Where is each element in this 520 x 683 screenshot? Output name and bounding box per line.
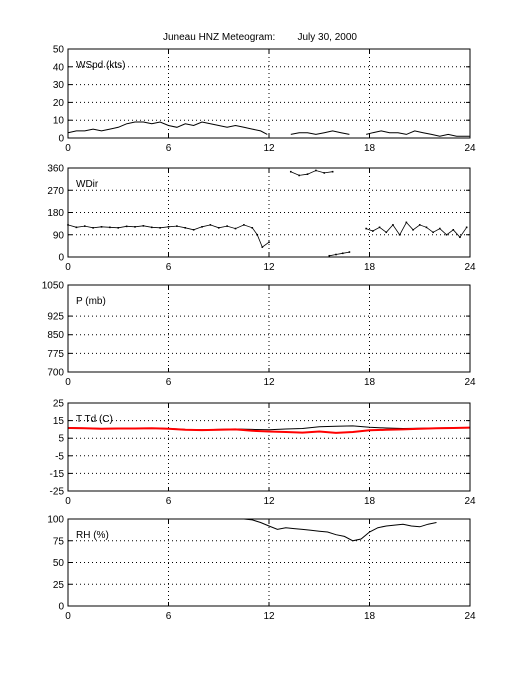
x-tick-label: 0 <box>65 262 71 273</box>
x-tick-label: 12 <box>263 611 275 622</box>
y-tick-label: 850 <box>47 330 64 341</box>
data-point <box>268 241 270 243</box>
x-tick-label: 24 <box>464 377 476 388</box>
x-tick-label: 18 <box>364 143 376 154</box>
y-tick-label: 90 <box>53 230 65 241</box>
x-tick-label: 12 <box>263 143 275 154</box>
x-tick-label: 18 <box>364 496 376 507</box>
figure-title: Juneau HNZ Meteogram: July 30, 2000 <box>163 32 357 43</box>
x-tick-label: 6 <box>166 262 172 273</box>
panel-label: P (mb) <box>76 296 106 307</box>
x-tick-label: 24 <box>464 496 476 507</box>
y-tick-label: 925 <box>47 312 64 323</box>
panel-label: RH (%) <box>76 530 109 541</box>
y-tick-label: -15 <box>50 469 65 480</box>
x-tick-label: 24 <box>464 143 476 154</box>
x-tick-label: 12 <box>263 262 275 273</box>
y-tick-label: 700 <box>47 368 64 379</box>
series-line <box>67 121 470 137</box>
y-tick-label: 180 <box>47 208 64 219</box>
y-tick-label: 0 <box>58 253 64 264</box>
panel-label: T Td (C) <box>76 414 113 425</box>
y-tick-label: 0 <box>58 602 64 613</box>
x-tick-label: 0 <box>65 377 71 388</box>
x-tick-label: 6 <box>166 377 172 388</box>
y-tick-label: 1050 <box>42 281 65 292</box>
x-tick-label: 6 <box>166 143 172 154</box>
data-point <box>348 251 351 253</box>
x-tick-label: 0 <box>65 143 71 154</box>
panel-label: WSpd (kts) <box>76 60 125 71</box>
x-tick-label: 18 <box>364 262 376 273</box>
x-tick-label: 18 <box>364 377 376 388</box>
y-tick-label: 50 <box>53 45 65 56</box>
y-tick-label: 360 <box>47 164 64 175</box>
y-tick-label: 100 <box>47 515 64 526</box>
x-tick-label: 6 <box>166 611 172 622</box>
data-point <box>365 227 367 230</box>
series-line <box>67 426 471 434</box>
y-tick-label: 5 <box>58 434 64 445</box>
y-tick-label: 0 <box>58 134 64 145</box>
y-tick-label: 30 <box>53 80 65 91</box>
panel-label: WDir <box>76 179 99 190</box>
plot-frame <box>67 284 471 373</box>
y-tick-label: 270 <box>47 186 64 197</box>
data-point <box>331 170 334 173</box>
y-tick-label: 10 <box>53 116 65 127</box>
y-tick-label: 25 <box>53 399 65 410</box>
y-tick-label: 15 <box>53 416 65 427</box>
y-tick-label: 75 <box>53 536 65 547</box>
y-tick-label: 25 <box>53 580 65 591</box>
x-tick-label: 24 <box>464 611 476 622</box>
y-tick-label: 20 <box>53 98 65 109</box>
x-tick-label: 18 <box>364 611 376 622</box>
x-tick-label: 0 <box>65 496 71 507</box>
data-point <box>289 170 292 173</box>
x-tick-label: 12 <box>263 377 275 388</box>
x-tick-label: 0 <box>65 611 71 622</box>
y-tick-label: 775 <box>47 349 64 360</box>
y-tick-label: -5 <box>55 451 64 462</box>
y-tick-label: 50 <box>53 558 65 569</box>
x-tick-label: 12 <box>263 496 275 507</box>
series-trace <box>67 170 468 257</box>
x-tick-label: 6 <box>166 496 172 507</box>
y-tick-label: 40 <box>53 62 65 73</box>
x-tick-label: 24 <box>464 262 476 273</box>
y-tick-label: -25 <box>50 487 65 498</box>
